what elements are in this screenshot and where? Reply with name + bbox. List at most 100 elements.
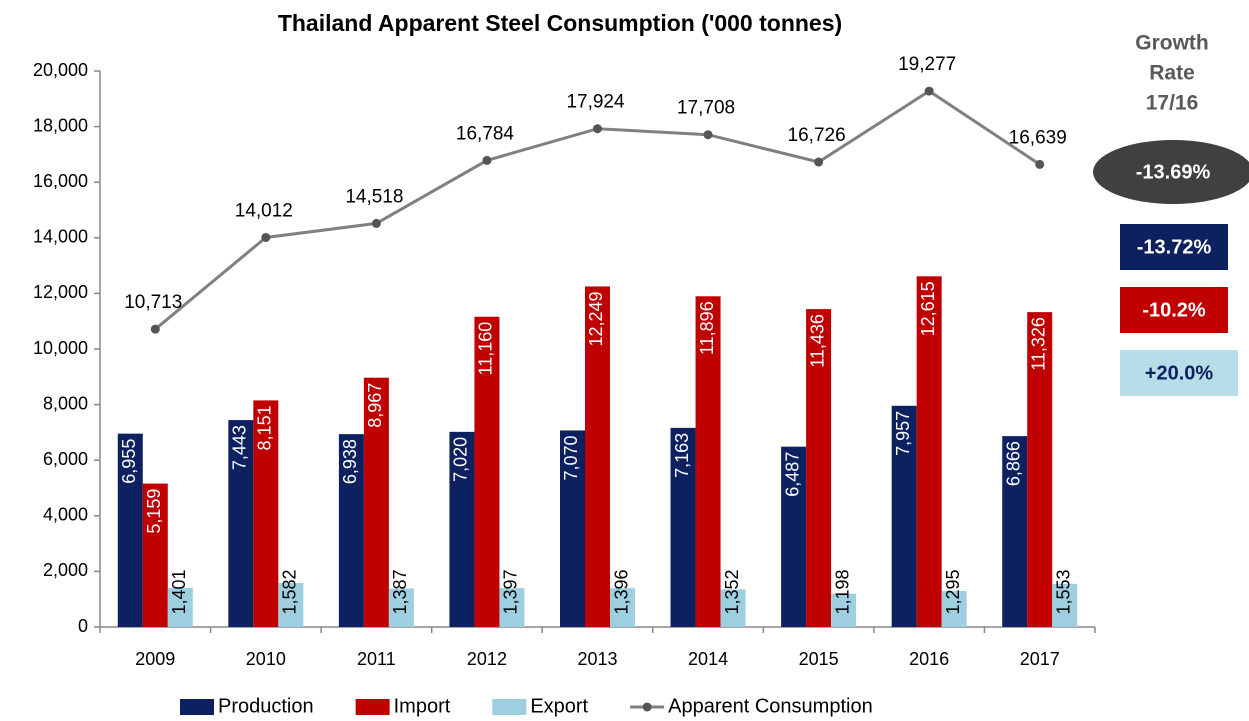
data-label: 1,582: [280, 569, 300, 614]
bar: [388, 588, 414, 627]
bar: [806, 309, 832, 627]
legend-swatch: [642, 702, 652, 712]
data-label: 16,726: [788, 125, 846, 146]
bar: [891, 405, 917, 627]
x-tick-label: 2013: [577, 649, 617, 669]
line-point: [150, 324, 160, 334]
growth-badge: [1093, 140, 1249, 204]
data-label: 8,151: [255, 405, 275, 450]
data-label: 7,443: [230, 425, 250, 470]
growth-value: -13.69%: [1136, 161, 1211, 183]
bar: [831, 593, 857, 627]
x-tick-label: 2014: [688, 649, 728, 669]
bar: [670, 427, 696, 627]
growth-badge: [1120, 287, 1228, 333]
data-label: 11,160: [476, 322, 496, 376]
data-label: 12,249: [586, 291, 606, 346]
bar: [338, 434, 364, 627]
data-label: 1,401: [169, 569, 189, 614]
growth-title: Growth: [1135, 32, 1209, 55]
data-label: 11,326: [1028, 317, 1048, 371]
bar: [916, 276, 942, 627]
bar: [781, 446, 807, 627]
bar: [474, 316, 500, 627]
y-tick-label: 16,000: [33, 171, 88, 191]
bar: [142, 483, 168, 627]
y-tick-label: 6,000: [43, 449, 88, 469]
bar: [610, 588, 635, 627]
data-label: 8,967: [365, 383, 385, 428]
data-label: 1,198: [832, 569, 852, 614]
legend-swatch: [180, 699, 214, 715]
data-label: 14,012: [235, 200, 293, 221]
data-label: 5,159: [144, 489, 164, 534]
y-tick-label: 18,000: [33, 115, 88, 135]
x-tick-label: 2011: [357, 649, 396, 669]
data-label: 14,518: [345, 186, 403, 207]
data-label: 17,708: [677, 98, 735, 119]
bar: [941, 590, 967, 627]
y-tick-label: 12,000: [33, 282, 88, 302]
data-label: 11,896: [697, 301, 717, 355]
data-label: 1,397: [501, 569, 521, 614]
growth-badge: [1120, 224, 1228, 270]
x-tick-label: 2016: [909, 649, 949, 669]
legend-label: Production: [218, 695, 314, 717]
data-label: 1,352: [722, 569, 742, 614]
data-label: 12,615: [918, 281, 938, 336]
data-label: 16,784: [456, 123, 515, 144]
x-tick-label: 2012: [467, 649, 507, 669]
growth-badge: [1120, 350, 1238, 396]
bar: [253, 400, 279, 627]
x-tick-label: 2017: [1020, 649, 1060, 669]
line-point: [371, 218, 381, 228]
y-tick-label: 0: [78, 616, 88, 636]
y-tick-label: 20,000: [33, 60, 88, 80]
growth-title: Rate: [1149, 62, 1195, 85]
x-tick-label: 2010: [246, 649, 286, 669]
bar: [278, 583, 304, 627]
data-label: 6,938: [340, 439, 360, 484]
data-label: 7,957: [893, 411, 913, 456]
data-label: 1,387: [390, 569, 410, 614]
bar: [228, 420, 254, 627]
line-point: [924, 86, 934, 96]
data-label: 7,020: [451, 437, 471, 482]
bar: [720, 589, 746, 627]
data-label: 19,277: [898, 54, 956, 75]
y-tick-label: 8,000: [43, 393, 88, 413]
growth-value: -13.72%: [1137, 236, 1212, 258]
growth-value: -10.2%: [1142, 299, 1206, 321]
y-tick-label: 2,000: [43, 560, 88, 580]
data-label: 6,955: [119, 439, 139, 484]
y-tick-label: 14,000: [33, 227, 88, 247]
bar: [585, 286, 610, 627]
growth-value: +20.0%: [1145, 362, 1214, 384]
chart-title: Thailand Apparent Steel Consumption ('00…: [278, 10, 842, 36]
bar: [1002, 436, 1028, 627]
legend-label: Apparent Consumption: [668, 695, 873, 717]
data-label: 7,163: [672, 433, 692, 478]
bar: [449, 431, 475, 627]
line-point: [814, 157, 824, 167]
data-label: 17,924: [566, 92, 625, 113]
data-label: 6,487: [782, 452, 802, 497]
bar: [167, 588, 193, 627]
legend-label: Export: [530, 695, 588, 717]
data-label: 1,396: [611, 569, 631, 614]
line-point: [1035, 159, 1045, 169]
data-label: 10,713: [124, 292, 182, 313]
legend-swatch: [355, 699, 390, 715]
legend-label: Import: [394, 695, 451, 717]
data-label: 11,436: [807, 314, 827, 368]
bar: [499, 588, 525, 627]
bar: [1052, 583, 1078, 627]
bar: [363, 377, 389, 627]
line-point: [703, 130, 713, 140]
bar: [1027, 312, 1053, 627]
legend-swatch: [492, 699, 527, 715]
y-tick-label: 10,000: [33, 338, 88, 358]
growth-title: 17/16: [1146, 92, 1199, 115]
x-tick-label: 2009: [135, 649, 175, 669]
